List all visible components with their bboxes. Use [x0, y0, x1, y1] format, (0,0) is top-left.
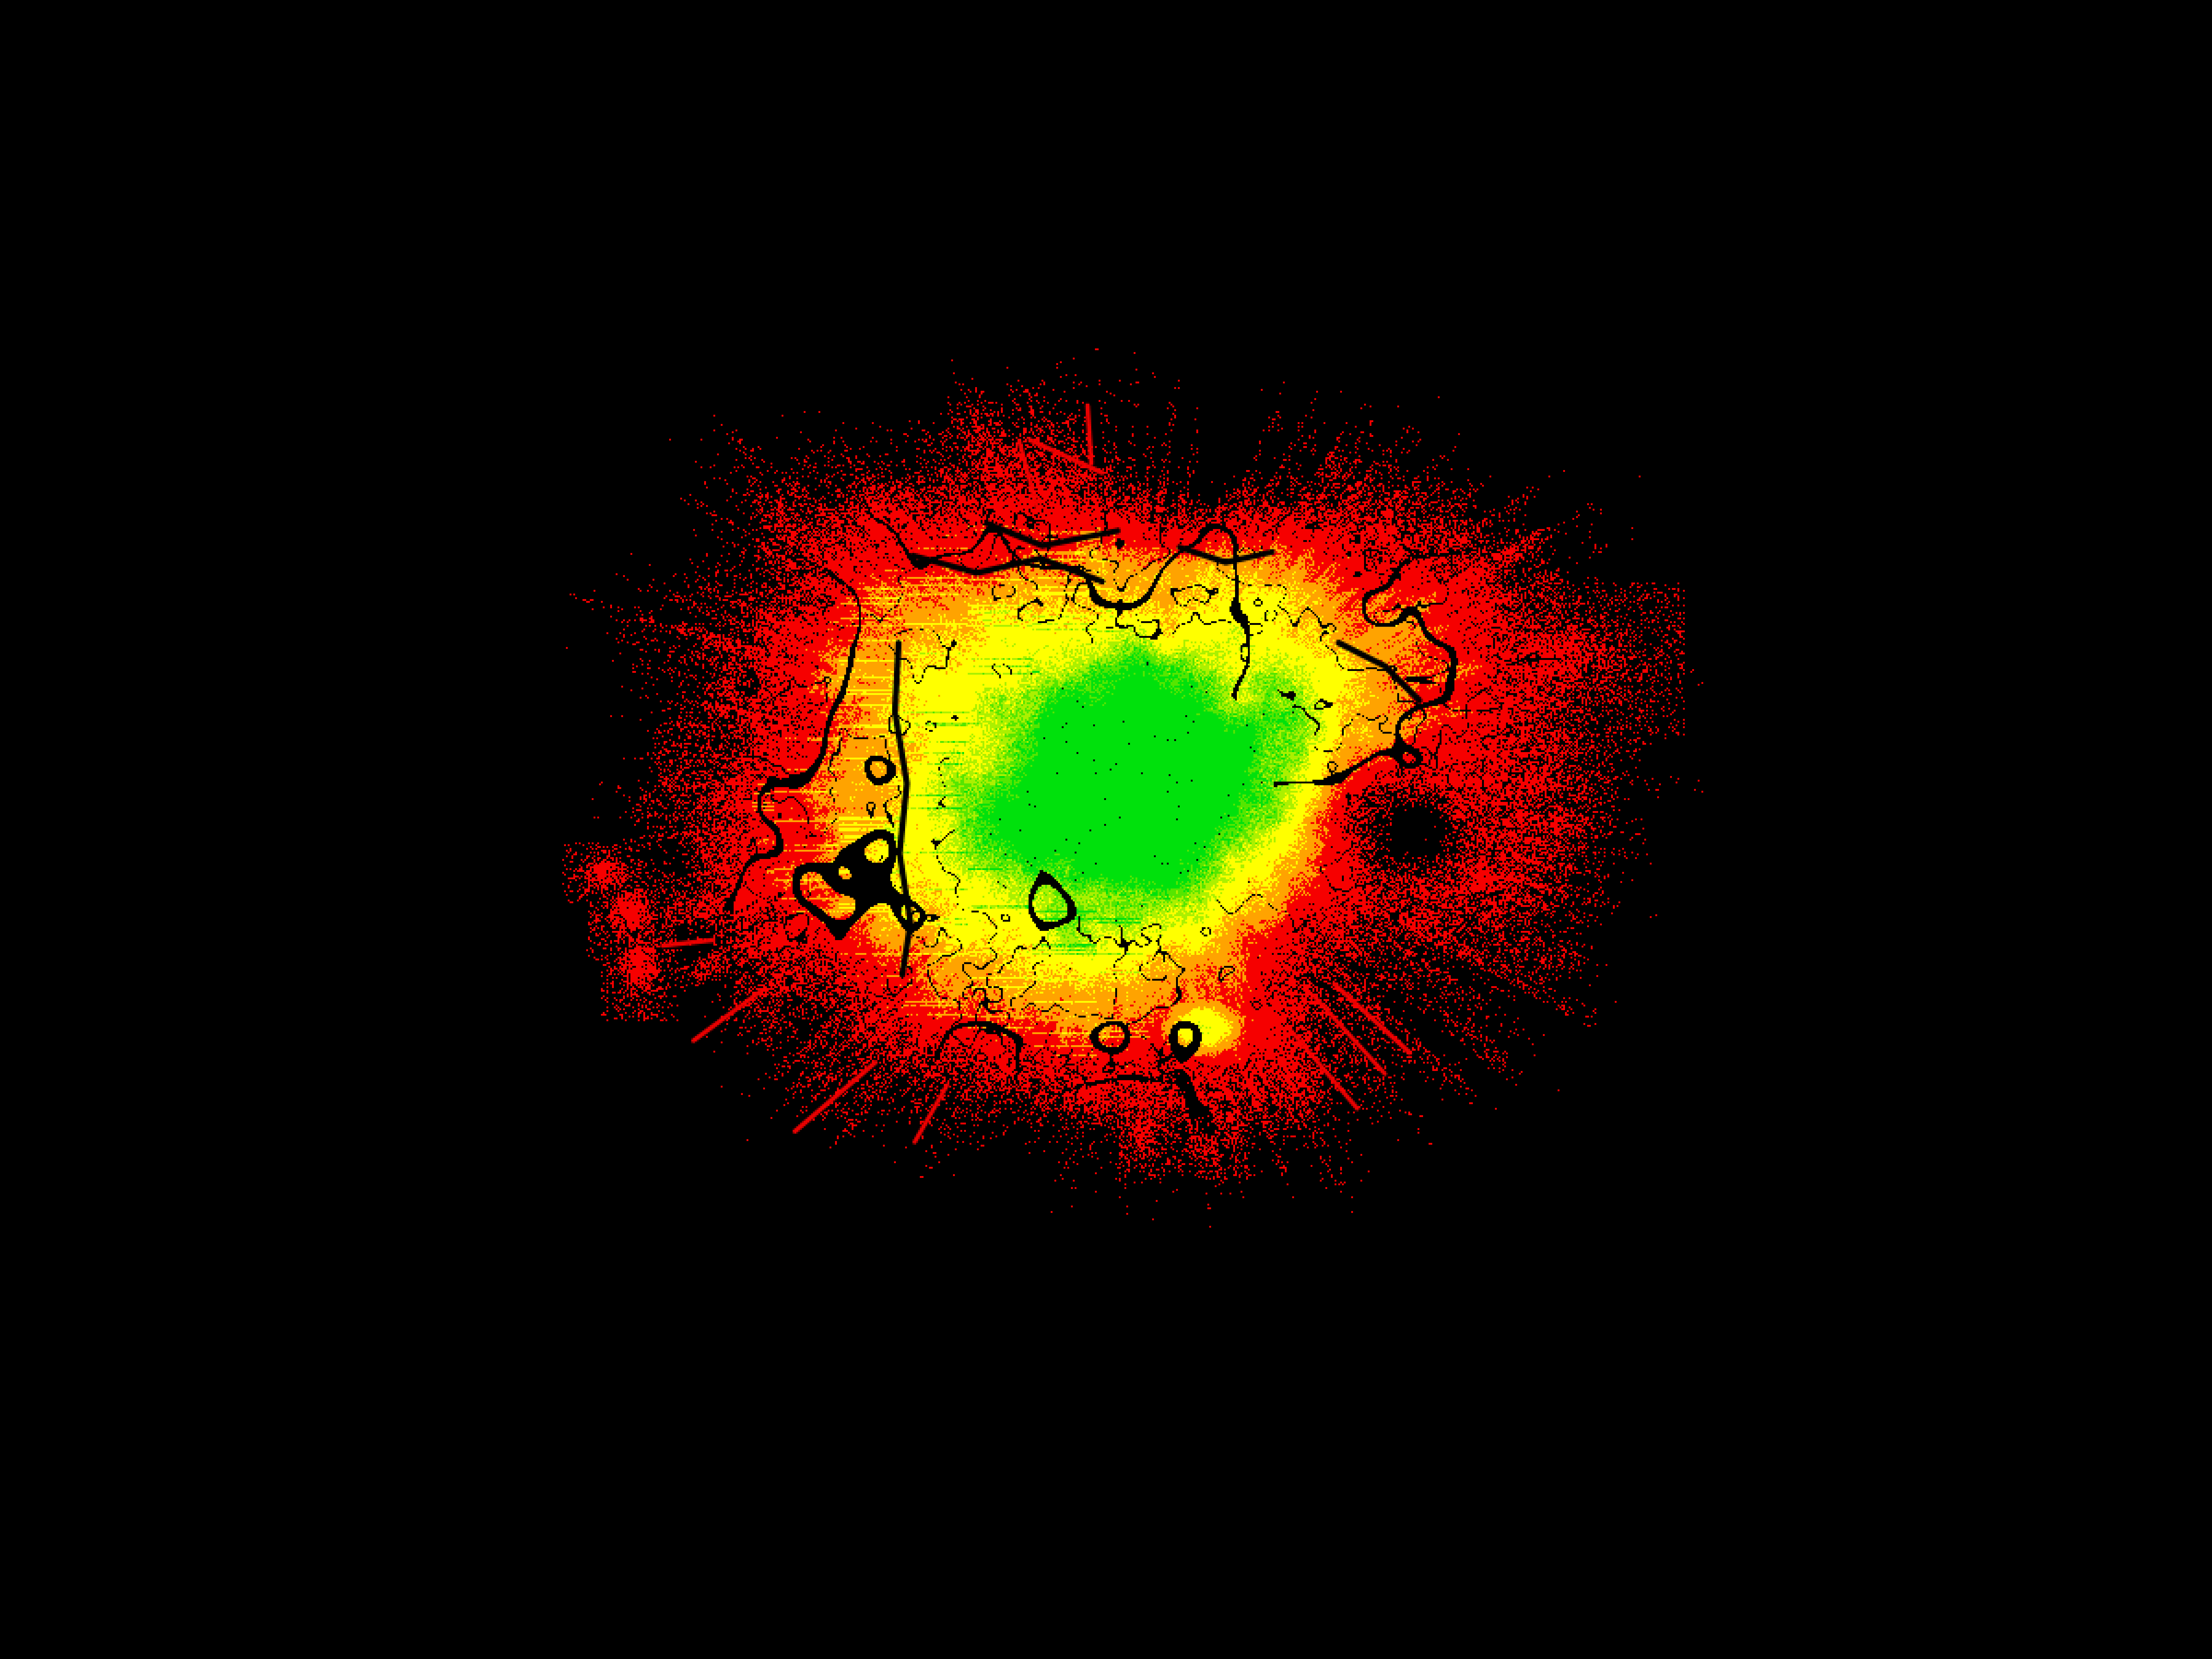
lidar-elevation-view: [0, 0, 2212, 1659]
screen: { "chart_data": { "type": "heatmap", "ti…: [0, 0, 2212, 1659]
elevation-heatmap-canvas: [0, 0, 2212, 1659]
